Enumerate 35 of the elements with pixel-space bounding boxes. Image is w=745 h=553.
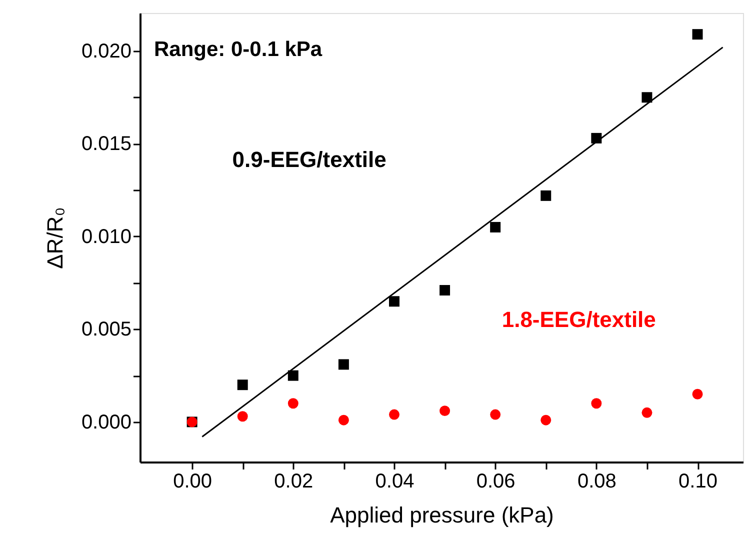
- point: [288, 398, 298, 409]
- y-tick-label: 0.015: [81, 133, 132, 156]
- annotation: Range: 0-0.1 kPa: [154, 38, 322, 61]
- y-tick-label: 0.010: [81, 226, 132, 248]
- point: [490, 222, 501, 232]
- x-axis-title: Applied pressure (kPa): [330, 502, 554, 528]
- x-tick-label: 0.04: [375, 470, 414, 492]
- point: [440, 285, 450, 296]
- point: [692, 388, 703, 400]
- y-axis-title: ΔR/R₀: [42, 207, 68, 269]
- y-tick-label: 0.000: [81, 411, 132, 434]
- text: 1.8-EEG/textile: [502, 307, 656, 332]
- point: [388, 296, 400, 307]
- point: [237, 411, 248, 422]
- point: [288, 370, 298, 381]
- point: [591, 398, 602, 409]
- y-tick-label: 0.020: [81, 40, 132, 63]
- x-tick-label: 0.10: [678, 470, 718, 492]
- point: [642, 407, 652, 418]
- point: [338, 414, 349, 426]
- x-tick-label: 0.08: [577, 470, 616, 492]
- x-tick-label: 0.02: [274, 470, 314, 492]
- x-tick-label: 0.00: [173, 470, 212, 492]
- y-tick-label: 0.005: [81, 318, 132, 341]
- point: [338, 359, 349, 370]
- x-tick-label: 0.06: [476, 470, 516, 492]
- point: [692, 29, 703, 40]
- point: [540, 190, 552, 201]
- point: [237, 380, 248, 390]
- point: [440, 406, 450, 416]
- point: [490, 409, 501, 420]
- text: 0.9-EEG/textile: [232, 147, 386, 172]
- point: [388, 409, 400, 420]
- point: [642, 92, 652, 103]
- point: [540, 414, 552, 426]
